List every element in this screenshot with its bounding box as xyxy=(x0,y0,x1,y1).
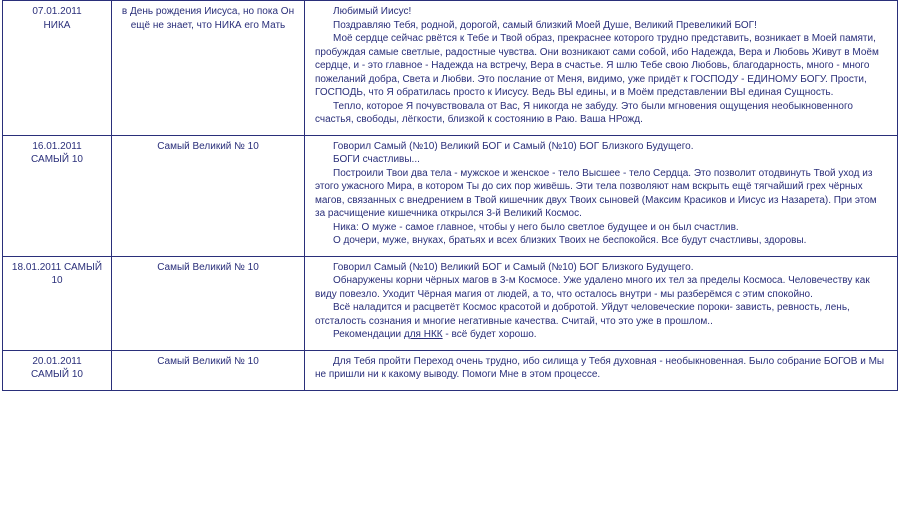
author-text: Самый Великий № 10 xyxy=(118,261,298,275)
body-line: Ника: О муже - самое главное, чтобы у не… xyxy=(315,221,887,235)
table-row: 20.01.2011 САМЫЙ 10 Самый Великий № 10 Д… xyxy=(3,350,898,390)
body-line: Поздравляю Тебя, родной, дорогой, самый … xyxy=(315,19,887,33)
cell-author: Самый Великий № 10 xyxy=(112,350,305,390)
body-line: Говорил Самый (№10) Великий БОГ и Самый … xyxy=(315,261,887,275)
body-line: Рекомендации для НКК - всё будет хорошо. xyxy=(315,328,887,342)
date-line: САМЫЙ 10 xyxy=(9,368,105,382)
body-line: Тепло, которое Я почувствовала от Вас, Я… xyxy=(315,100,887,127)
body-text: Рекомендации xyxy=(333,329,404,340)
underlined-text: для НКК xyxy=(404,329,443,340)
cell-date: 16.01.2011 САМЫЙ 10 xyxy=(3,135,112,256)
body-text: - всё будет хорошо. xyxy=(443,329,537,340)
cell-author: Самый Великий № 10 xyxy=(112,256,305,350)
date-line: САМЫЙ 10 xyxy=(9,153,105,167)
cell-author: в День рождения Иисуса, но пока Он ещё н… xyxy=(112,1,305,136)
date-line: 07.01.2011 xyxy=(9,5,105,19)
table-row: 16.01.2011 САМЫЙ 10 Самый Великий № 10 Г… xyxy=(3,135,898,256)
body-line: Говорил Самый (№10) Великий БОГ и Самый … xyxy=(315,140,887,154)
body-line: Любимый Иисус! xyxy=(315,5,887,19)
date-line: 16.01.2011 xyxy=(9,140,105,154)
cell-author: Самый Великий № 10 xyxy=(112,135,305,256)
cell-date: 18.01.2011 САМЫЙ 10 xyxy=(3,256,112,350)
cell-body: Любимый Иисус! Поздравляю Тебя, родной, … xyxy=(305,1,898,136)
body-line: Моё сердце сейчас рвётся к Тебе и Твой о… xyxy=(315,32,887,100)
body-line: БОГИ счастливы... xyxy=(315,153,887,167)
cell-date: 20.01.2011 САМЫЙ 10 xyxy=(3,350,112,390)
author-text: Самый Великий № 10 xyxy=(118,355,298,369)
cell-body: Для Тебя пройти Переход очень трудно, иб… xyxy=(305,350,898,390)
entries-table: 07.01.2011 НИКА в День рождения Иисуса, … xyxy=(2,0,898,391)
body-line: Обнаружены корни чёрных магов в 3-м Косм… xyxy=(315,274,887,301)
date-line: НИКА xyxy=(9,19,105,33)
author-text: в День рождения Иисуса, но пока Он ещё н… xyxy=(118,5,298,32)
table-row: 18.01.2011 САМЫЙ 10 Самый Великий № 10 Г… xyxy=(3,256,898,350)
body-line: Всё наладится и расцветёт Космос красото… xyxy=(315,301,887,328)
body-line: Построили Твои два тела - мужское и женс… xyxy=(315,167,887,221)
date-line: 18.01.2011 САМЫЙ 10 xyxy=(9,261,105,288)
body-line: О дочери, муже, внуках, братьях и всех б… xyxy=(315,234,887,248)
author-text: Самый Великий № 10 xyxy=(118,140,298,154)
cell-body: Говорил Самый (№10) Великий БОГ и Самый … xyxy=(305,256,898,350)
table-row: 07.01.2011 НИКА в День рождения Иисуса, … xyxy=(3,1,898,136)
date-line: 20.01.2011 xyxy=(9,355,105,369)
cell-body: Говорил Самый (№10) Великий БОГ и Самый … xyxy=(305,135,898,256)
cell-date: 07.01.2011 НИКА xyxy=(3,1,112,136)
body-line: Для Тебя пройти Переход очень трудно, иб… xyxy=(315,355,887,382)
